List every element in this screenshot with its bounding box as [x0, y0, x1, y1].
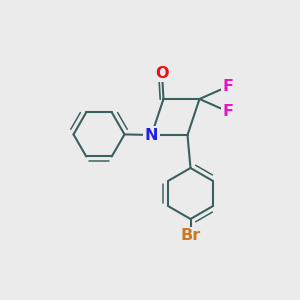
Text: F: F [223, 104, 233, 119]
Text: F: F [223, 79, 233, 94]
Text: N: N [145, 128, 158, 142]
Text: O: O [155, 66, 169, 81]
Text: Br: Br [180, 228, 201, 243]
